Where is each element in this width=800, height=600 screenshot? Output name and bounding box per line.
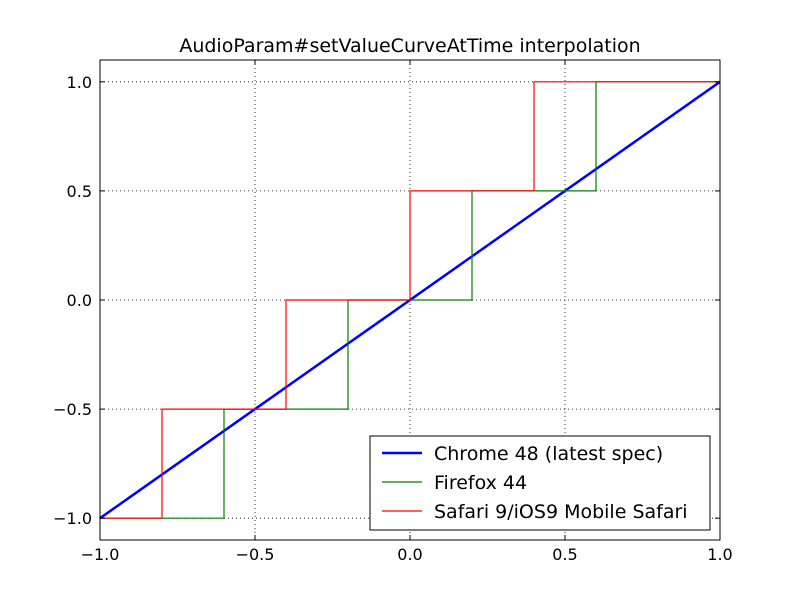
series-line-2 [100,81,720,519]
y-tick-label: 1.0 [67,73,92,92]
legend-box [369,435,711,531]
legend-label-2: Safari 9/iOS9 Mobile Safari [434,501,688,523]
x-tick-label: 0.5 [552,545,577,564]
x-tick-label: −0.5 [236,545,275,564]
y-tick-label: 0.0 [67,291,92,310]
y-tick-label: −0.5 [53,400,92,419]
y-tick-label: 0.5 [67,182,92,201]
x-tick-label: 1.0 [707,545,732,564]
axis-ticks: −1.0 −0.5 0.0 0.5 1.0 −1.0 −0.5 0.0 0.5 1.0 [53,60,733,564]
y-tick-label: −1.0 [53,509,92,528]
chart-title: AudioParam#setValueCurveAtTime interpola… [179,35,640,57]
x-tick-label: 0.0 [397,545,422,564]
legend-label-0: Chrome 48 (latest spec) [434,443,663,465]
series-layer [99,80,721,520]
x-tick-label: −1.0 [81,545,120,564]
legend-label-1: Firefox 44 [434,472,527,494]
legend: Chrome 48 (latest spec) Firefox 44 Safari … [369,435,711,531]
